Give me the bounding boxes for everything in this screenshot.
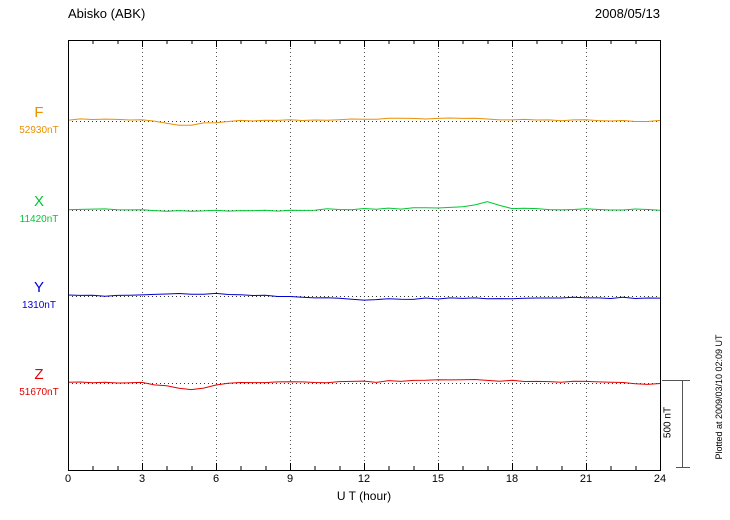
x-tick-15: 15 — [431, 473, 445, 485]
plotted-at-note: Plotted at 2009/03/10 02:09 UT — [714, 334, 724, 460]
x-tick-21: 21 — [579, 473, 593, 485]
channel-Z-name: Z — [34, 366, 44, 383]
trace-Y — [67, 292, 661, 301]
x-tick-12: 12 — [357, 473, 371, 485]
x-tick-0: 0 — [64, 473, 72, 485]
x-tick-24: 24 — [653, 473, 667, 485]
trace-X — [67, 201, 661, 212]
channel-X-baseline-value: 11420nT — [19, 214, 59, 225]
channel-Y-baseline-value: 1310nT — [22, 300, 56, 311]
x-axis-title: U T (hour) — [336, 489, 392, 503]
x-tick-18: 18 — [505, 473, 519, 485]
trace-F — [67, 117, 661, 126]
plot-frame — [68, 40, 661, 471]
x-tick-9: 9 — [286, 473, 294, 485]
channel-F-baseline-value: 52930nT — [19, 125, 59, 136]
date-label: 2008/05/13 — [594, 6, 660, 21]
channel-X-name: X — [33, 193, 44, 210]
channel-Z-baseline-value: 51670nT — [19, 387, 59, 398]
x-tick-3: 3 — [138, 473, 146, 485]
trace-Z — [67, 378, 661, 391]
scale-bar-label: 500 nT — [662, 406, 674, 439]
channel-F-name: F — [34, 104, 44, 121]
station-title: Abisko (ABK) — [68, 6, 146, 21]
channel-Y-name: Y — [33, 279, 44, 296]
x-tick-6: 6 — [212, 473, 220, 485]
